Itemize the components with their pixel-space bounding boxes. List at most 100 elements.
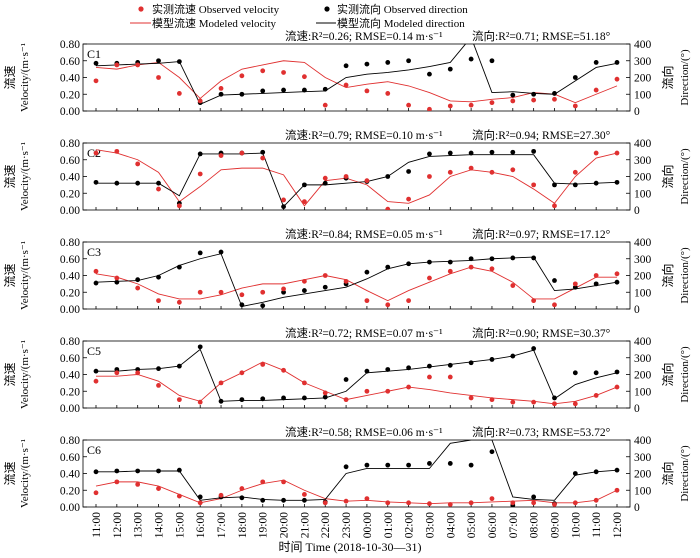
observed-direction-point [572,471,578,476]
right-tick-label: 300 [634,452,652,464]
observed-velocity-point [260,68,266,74]
observed-velocity-point [385,302,391,308]
observed-velocity-point [510,283,516,288]
observed-velocity-point [302,74,307,80]
left-tick-label: 0.80 [60,336,80,348]
x-tick-label: 21:00 [299,512,311,538]
observed-direction-point [343,63,349,69]
observed-direction-point [281,289,286,295]
observed-velocity-point [218,492,224,498]
observed-velocity-point [385,388,391,394]
observed-velocity-point [447,374,453,380]
legend-obs-direction-marker [324,6,330,12]
observed-direction-point [93,469,99,475]
modeled-velocity-line [95,149,618,207]
observed-direction-point [510,149,516,155]
y-left-label-cn: 流速 [3,362,17,386]
panel-c5: 0.00 0.20 0.40 0.60 0.80 0 100 200 300 400 流速 Veloc… [3,326,691,415]
observed-velocity-point [593,273,599,278]
x-tick-label: 12:00 [612,512,624,538]
left-tick-label: 0.40 [60,370,80,382]
observed-velocity-point [197,171,203,177]
observed-direction-point [614,60,620,65]
observed-velocity-point [614,150,620,156]
observed-velocity-point [93,150,99,156]
observed-velocity-point [176,91,182,96]
observed-direction-point [552,182,557,188]
observed-velocity-point [489,266,495,272]
observed-direction-point [197,494,203,500]
observed-velocity-point [572,401,578,407]
stats-direction: 流向:R²=0.97; RMSE=17.12° [472,227,611,241]
observed-velocity-point [176,299,182,305]
observed-velocity-point [93,78,99,84]
y-left-label-en: Velocity/(m·s⁻¹ [19,241,31,310]
left-tick-label: 0.40 [60,172,80,184]
observed-direction-point [260,149,266,155]
observed-direction-point [447,259,453,265]
observed-direction-point [260,396,266,402]
observed-direction-point [447,66,453,72]
y-right-label-en: Direction/(°) [679,346,691,403]
observed-direction-point [489,149,495,155]
right-tick-label: 0 [634,205,640,217]
observed-velocity-point [156,75,161,80]
plot-area [93,440,620,507]
observed-velocity-point [364,178,370,184]
observed-direction-point [447,461,453,466]
observed-direction-point [593,469,599,475]
observed-velocity-point [322,500,328,506]
observed-direction-point [614,369,620,375]
observed-velocity-point [281,367,286,373]
observed-velocity-point [176,397,182,403]
observed-direction-point [593,60,599,65]
x-tick-label: 19:00 [258,512,270,538]
panel-label: C6 [87,443,101,457]
left-tick-label: 0.00 [60,205,80,217]
observed-velocity-point [427,501,432,507]
legend-mod-velocity-label: 模型流速 Modeled velocity [152,16,277,30]
right-tick-label: 300 [634,155,652,167]
observed-velocity-point [197,98,203,104]
right-tick-label: 0 [634,403,640,415]
observed-direction-point [531,91,537,97]
observed-velocity-point [447,169,453,175]
x-tick-label: 00:00 [362,512,374,538]
observed-direction-point [427,71,432,77]
legend-obs-velocity-label: 实测流速 Observed velocity [152,2,280,16]
x-tick-label: 03:00 [424,512,436,538]
observed-velocity-point [218,153,224,158]
observed-direction-point [510,92,516,98]
observed-velocity-point [614,487,620,493]
observed-velocity-point [510,500,516,506]
observed-velocity-point [135,370,141,376]
observed-direction-point [176,264,182,270]
observed-direction-point [427,151,432,157]
observed-velocity-point [197,399,203,405]
observed-velocity-point [489,100,495,106]
observed-velocity-point [218,380,224,386]
right-tick-label: 400 [634,237,652,249]
observed-velocity-point [572,169,578,175]
y-left-label-en: Velocity/(m·s⁻¹ [19,340,31,409]
observed-velocity-point [135,161,141,167]
left-tick-label: 0.60 [60,155,80,167]
x-tick-label: 04:00 [445,512,457,538]
legend: 实测流速 Observed velocity 模型流速 Modeled velo… [130,2,468,30]
observed-velocity-point [552,203,557,209]
observed-velocity-point [531,399,537,405]
observed-velocity-point [114,62,120,68]
observed-velocity-point [552,502,557,507]
observed-direction-point [364,61,370,67]
observed-velocity-point [239,73,245,79]
observed-velocity-point [510,167,516,173]
observed-velocity-point [468,102,474,108]
panel-c6: 0.00 0.20 0.40 0.60 0.80 0 100 200 300 400 流速 Veloc… [3,425,691,514]
right-tick-label: 200 [634,271,652,283]
observed-velocity-point [281,70,286,75]
modeled-direction-line [95,253,618,308]
observed-velocity-point [427,374,432,380]
observed-direction-point [197,344,203,350]
observed-velocity-point [489,169,495,175]
